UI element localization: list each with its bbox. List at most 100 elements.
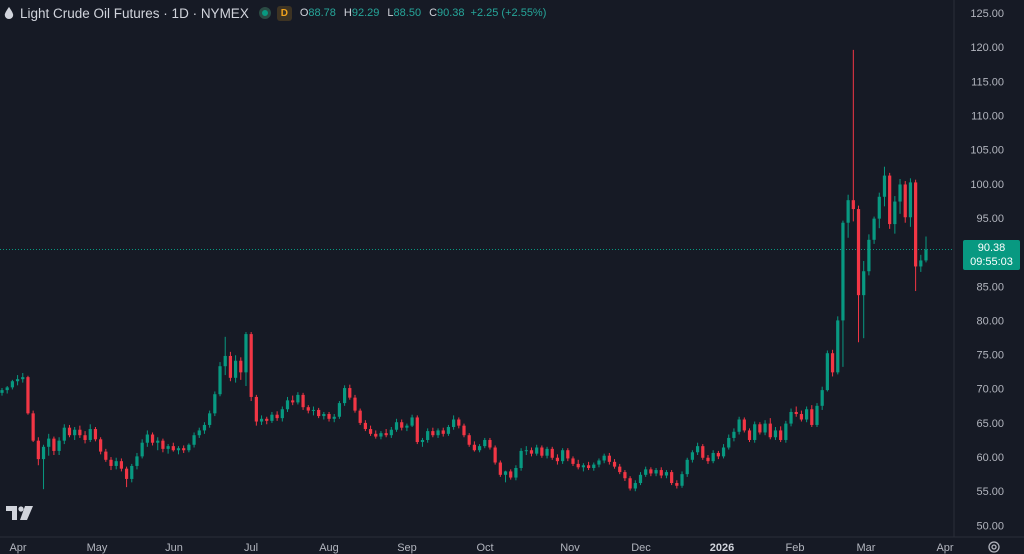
candle-body [789,411,793,424]
candle-body [130,465,134,479]
y-tick-label: 70.00 [976,384,1004,396]
y-tick-label: 120.00 [970,42,1004,54]
candle-body [436,430,440,436]
candle-body [171,446,175,451]
candle-body [727,437,731,448]
candle-body [586,465,591,468]
candle-body [15,379,20,382]
change-value: +2.25 (+2.55%) [470,7,547,19]
candle-body [285,400,290,410]
candle-body [732,431,736,438]
candle-body [503,471,508,475]
y-tick-label: 115.00 [971,76,1004,88]
candle-body [57,440,61,451]
candle-body [768,423,772,438]
candle-body [228,355,233,378]
x-tick-label: Sep [397,542,417,554]
candle-body [93,429,98,440]
candle-body [239,360,243,373]
candle-body [384,433,388,436]
symbol-title[interactable]: Light Crude Oil Futures · 1D · NYMEX [20,5,249,21]
candle-body [856,209,861,296]
candle-body [10,381,14,388]
candle-body [187,444,191,451]
candle-body [659,470,663,476]
candle-body [150,434,155,443]
candle-body [753,424,757,440]
oil-drop-icon [4,7,14,19]
candle-body [249,334,253,397]
candle-body [519,450,523,468]
candle-body [618,466,622,473]
candle-body [213,394,217,414]
candle-body [394,422,399,430]
candle-body [119,461,124,469]
candle-body [846,200,850,223]
candle-body [36,440,40,460]
candle-body [62,427,66,441]
candle-body [493,447,497,463]
candle-body [592,464,596,468]
candle-body [535,447,539,454]
candle-body [192,435,196,445]
candle-body [836,320,840,373]
candle-body [675,483,679,486]
candle-body [581,465,586,468]
x-tick-label: Jul [244,542,258,554]
candle-body [208,413,212,425]
candle-body [467,435,471,445]
candle-body [680,474,684,486]
candle-body [919,260,923,267]
candle-body [52,438,56,451]
y-tick-label: 95.00 [976,213,1004,225]
candle-body [597,460,601,465]
low-value: 88.50 [393,7,422,19]
candle-body [654,470,658,474]
candle-body [353,397,357,411]
candle-body [446,427,451,434]
candle-body [280,409,284,419]
candle-body [73,429,77,436]
candle-body [773,430,778,438]
candle-body [841,222,845,321]
candle-body [566,450,570,459]
candle-body [690,452,695,460]
x-tick-label: Apr [936,542,953,554]
market-status-icon[interactable] [258,7,271,19]
candle-body [254,396,258,422]
candle-series [0,49,928,492]
candle-body [275,414,279,419]
candle-body [644,469,648,475]
tradingview-logo-icon[interactable] [6,506,36,522]
candle-body [607,455,611,462]
candle-body [145,434,149,443]
candle-body [862,271,866,296]
x-tick-label: Jun [165,542,183,554]
candle-body [317,409,321,417]
high-label: H [343,7,352,19]
candle-body [509,471,513,478]
candle-body [420,439,425,443]
candle-body [47,438,51,447]
candle-body [182,448,186,451]
candle-body [555,457,560,462]
candle-body [161,440,165,449]
delayed-data-badge[interactable]: D [276,5,292,21]
candle-body [545,448,549,456]
candle-body [233,360,238,378]
candle-body [804,409,809,420]
candle-body [426,431,430,440]
candle-body [166,446,170,449]
candle-body [410,417,414,426]
y-tick-label: 105.00 [970,145,1004,157]
candle-body [21,377,25,380]
x-tick-label: Apr [9,542,26,554]
settings-gear-icon[interactable] [987,540,1001,554]
candle-body [716,452,720,457]
candle-body [31,413,35,441]
time-axis[interactable]: Apr May Jun Jul Aug Sep Oct Nov Dec 2026 Feb Mar Apr [9,542,953,554]
candle-body [41,446,46,460]
candle-body [259,418,264,422]
